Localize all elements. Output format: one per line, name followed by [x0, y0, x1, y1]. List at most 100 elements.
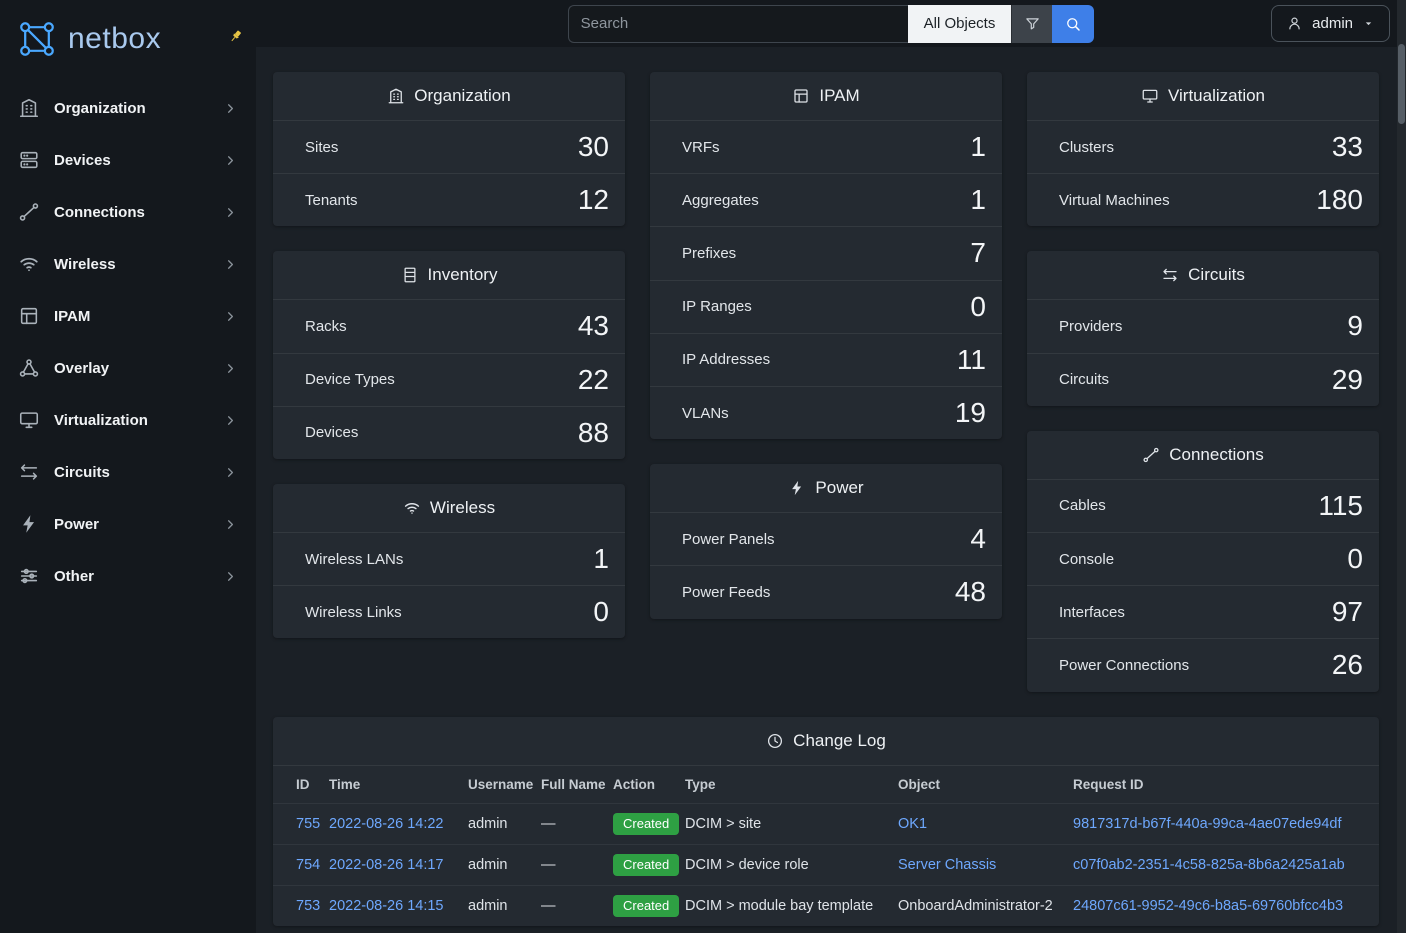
stat-value: 7 [970, 237, 986, 269]
sidebar-item-label: Power [54, 515, 100, 533]
changelog-time-link[interactable]: 2022-08-26 14:17 [329, 856, 444, 873]
card-title: IPAM [819, 86, 860, 105]
stat-link-wireless-links[interactable]: Wireless Links [305, 603, 402, 621]
stat-value: 11 [956, 343, 986, 375]
stat-link-cables[interactable]: Cables [1059, 497, 1106, 515]
search-icon [1064, 15, 1082, 33]
card-header: Virtualization [1027, 72, 1379, 120]
stat-link-clusters[interactable]: Clusters [1059, 138, 1115, 156]
chevron-right-icon [223, 361, 238, 376]
changelog-time-link[interactable]: 2022-08-26 14:22 [329, 815, 444, 832]
stat-value: 29 [1331, 363, 1363, 395]
stat-link-sites[interactable]: Sites [305, 138, 339, 156]
card-title: Connections [1169, 444, 1264, 464]
sidebar-item-ipam[interactable]: IPAM [0, 290, 256, 342]
main-area: All Objects admin [256, 0, 1406, 933]
changelog-time-link[interactable]: 2022-08-26 14:15 [329, 898, 444, 915]
sidebar-item-virtualization[interactable]: Virtualization [0, 394, 256, 446]
changelog-object: OnboardAdministrator-2 [898, 898, 1053, 915]
changelog-object-link[interactable]: Server Chassis [898, 856, 997, 873]
changelog-request-id-link[interactable]: 24807c61-9952-49c6-b8a5-69760bfcc4b3 [1073, 898, 1344, 915]
sidebar-item-wireless[interactable]: Wireless [0, 238, 256, 290]
stat-row: Tenants 12 [273, 173, 625, 226]
changelog-id-link[interactable]: 753 [296, 898, 321, 915]
stat-row: Providers 9 [1027, 299, 1379, 352]
wireless-card: Wireless Wireless LANs 1 Wireless Links … [273, 483, 625, 639]
stat-value: 1 [970, 131, 986, 162]
inventory-card: Inventory Racks 43 Device Types 22 Devic… [273, 251, 625, 459]
stat-link-tenants[interactable]: Tenants [305, 191, 358, 209]
table-row: 754 2022-08-26 14:17 admin — Created DCI… [273, 843, 1379, 886]
sidebar-item-connections[interactable]: Connections [0, 186, 256, 238]
stat-link-devices[interactable]: Devices [305, 424, 359, 442]
column-header-request-id: Request ID [1073, 764, 1379, 803]
stat-row: Virtual Machines 180 [1027, 173, 1379, 226]
stat-link-vrfs[interactable]: VRFs [682, 138, 720, 156]
sidebar-item-other[interactable]: Other [0, 550, 256, 602]
stat-link-racks[interactable]: Racks [305, 317, 347, 335]
stat-row: Cables 115 [1027, 478, 1379, 532]
stat-link-aggregates[interactable]: Aggregates [682, 191, 759, 209]
scrollbar-thumb[interactable] [1398, 44, 1405, 124]
sidebar-item-circuits[interactable]: Circuits [0, 446, 256, 498]
chevron-right-icon [223, 309, 238, 324]
stat-link-prefixes[interactable]: Prefixes [682, 244, 737, 262]
stat-link-console[interactable]: Console [1059, 550, 1115, 568]
stat-link-interfaces[interactable]: Interfaces [1059, 603, 1125, 621]
virtualization-card: Virtualization Clusters 33 Virtual Machi… [1027, 72, 1379, 227]
object-type-dropdown[interactable]: All Objects [907, 4, 1012, 43]
stat-link-power-feeds[interactable]: Power Feeds [682, 583, 771, 601]
sidebar-item-label: Overlay [54, 359, 110, 377]
sidebar-item-devices[interactable]: Devices [0, 134, 256, 186]
stat-link-wireless-lans[interactable]: Wireless LANs [305, 550, 404, 568]
stat-link-power-connections[interactable]: Power Connections [1059, 656, 1190, 674]
stat-link-ip-ranges[interactable]: IP Ranges [682, 298, 752, 316]
search-button[interactable] [1052, 4, 1095, 43]
stat-row: Aggregates 1 [650, 173, 1002, 226]
building-icon [18, 97, 40, 119]
changelog-object-link[interactable]: OK1 [898, 815, 928, 832]
sidebar-item-label: Organization [54, 99, 146, 117]
cable-icon [18, 201, 40, 223]
pin-icon[interactable] [227, 28, 244, 45]
topbar: All Objects admin [256, 0, 1406, 47]
table-header-row: ID Time Username Full Name Action Type O… [273, 764, 1379, 803]
stat-link-virtual-machines[interactable]: Virtual Machines [1059, 191, 1170, 209]
sidebar-item-overlay[interactable]: Overlay [0, 342, 256, 394]
changelog-fullname: — [541, 856, 556, 873]
chevron-right-icon [223, 101, 238, 116]
changelog-request-id-link[interactable]: c07f0ab2-2351-4c58-825a-8b6a2425a1ab [1073, 856, 1345, 873]
sidebar-nav: Organization Devices Connections Wireles… [0, 82, 256, 602]
search-input[interactable] [567, 4, 908, 43]
chevron-right-icon [223, 413, 238, 428]
changelog-id-link[interactable]: 754 [296, 856, 321, 873]
monitor-icon [18, 409, 40, 431]
stat-row: Wireless Links 0 [273, 585, 625, 638]
stat-link-circuits[interactable]: Circuits [1059, 371, 1110, 389]
user-menu-button[interactable]: admin [1271, 5, 1390, 42]
filter-button[interactable] [1011, 4, 1053, 43]
filter-icon [1024, 15, 1041, 32]
card-header: Organization [273, 72, 625, 120]
clock-icon [766, 732, 784, 750]
stat-value: 0 [970, 290, 986, 322]
sidebar-item-label: Wireless [54, 255, 116, 273]
stat-link-providers[interactable]: Providers [1059, 317, 1123, 335]
card-header: Power [650, 464, 1002, 512]
stat-row: Power Feeds 48 [650, 565, 1002, 618]
column-header-fullname: Full Name [541, 764, 613, 803]
stat-link-power-panels[interactable]: Power Panels [682, 530, 775, 548]
transfer-icon [1161, 266, 1179, 284]
stat-link-vlans[interactable]: VLANs [682, 404, 729, 422]
wifi-icon [18, 253, 40, 275]
netbox-logo[interactable]: netbox [0, 0, 256, 74]
sidebar-item-organization[interactable]: Organization [0, 82, 256, 134]
changelog-request-id-link[interactable]: 9817317d-b67f-440a-99ca-4ae07ede94df [1073, 815, 1342, 832]
sidebar-item-power[interactable]: Power [0, 498, 256, 550]
stat-row: IP Addresses 11 [650, 332, 1002, 386]
stat-link-ip-addresses[interactable]: IP Addresses [682, 351, 771, 369]
sidebar-item-label: Virtualization [54, 411, 148, 429]
changelog-id-link[interactable]: 755 [296, 815, 321, 832]
stat-link-device-types[interactable]: Device Types [305, 371, 395, 389]
